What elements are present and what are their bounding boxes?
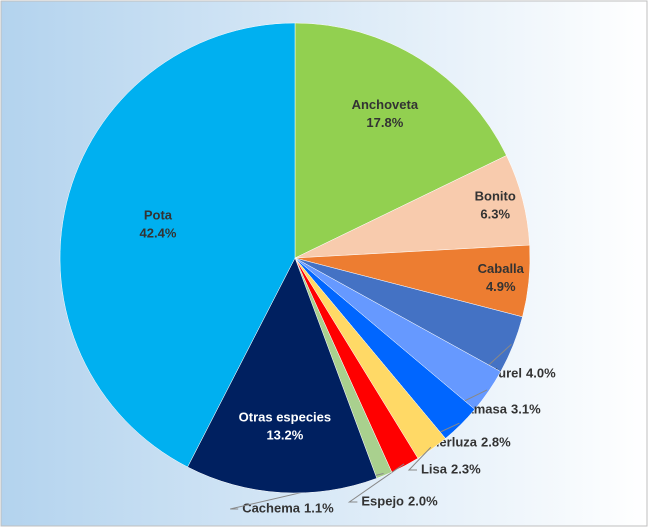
pie-slice bbox=[294, 22, 507, 259]
leader-line bbox=[407, 446, 432, 471]
slice-label: Pota bbox=[144, 207, 173, 222]
value-label: 2.8% bbox=[481, 434, 511, 449]
pie-slice bbox=[187, 257, 378, 494]
value-label: 2.0% bbox=[408, 493, 438, 508]
slice-label: Anchoveta bbox=[352, 97, 419, 112]
value-label: 4.9% bbox=[486, 279, 516, 294]
value-label: 1.1% bbox=[304, 500, 334, 515]
slice-label: Lisa bbox=[421, 461, 448, 476]
slice-label: Caballa bbox=[478, 261, 525, 276]
value-label: 2.3% bbox=[451, 461, 481, 476]
value-label: 42.4% bbox=[140, 225, 177, 240]
slice-label: Espejo bbox=[361, 493, 404, 508]
value-label: 3.1% bbox=[511, 401, 541, 416]
pie-slice bbox=[59, 22, 296, 468]
value-label: 4.0% bbox=[526, 365, 556, 380]
slice-label: Cachema bbox=[242, 500, 301, 515]
value-label: 6.3% bbox=[480, 207, 510, 222]
value-label: 17.8% bbox=[366, 115, 403, 130]
leader-line bbox=[347, 463, 405, 503]
slice-label: Jurel bbox=[491, 365, 522, 380]
slice-label: Bonito bbox=[475, 189, 516, 204]
value-label: 13.2% bbox=[266, 427, 303, 442]
slice-label: Otras especies bbox=[239, 409, 332, 424]
